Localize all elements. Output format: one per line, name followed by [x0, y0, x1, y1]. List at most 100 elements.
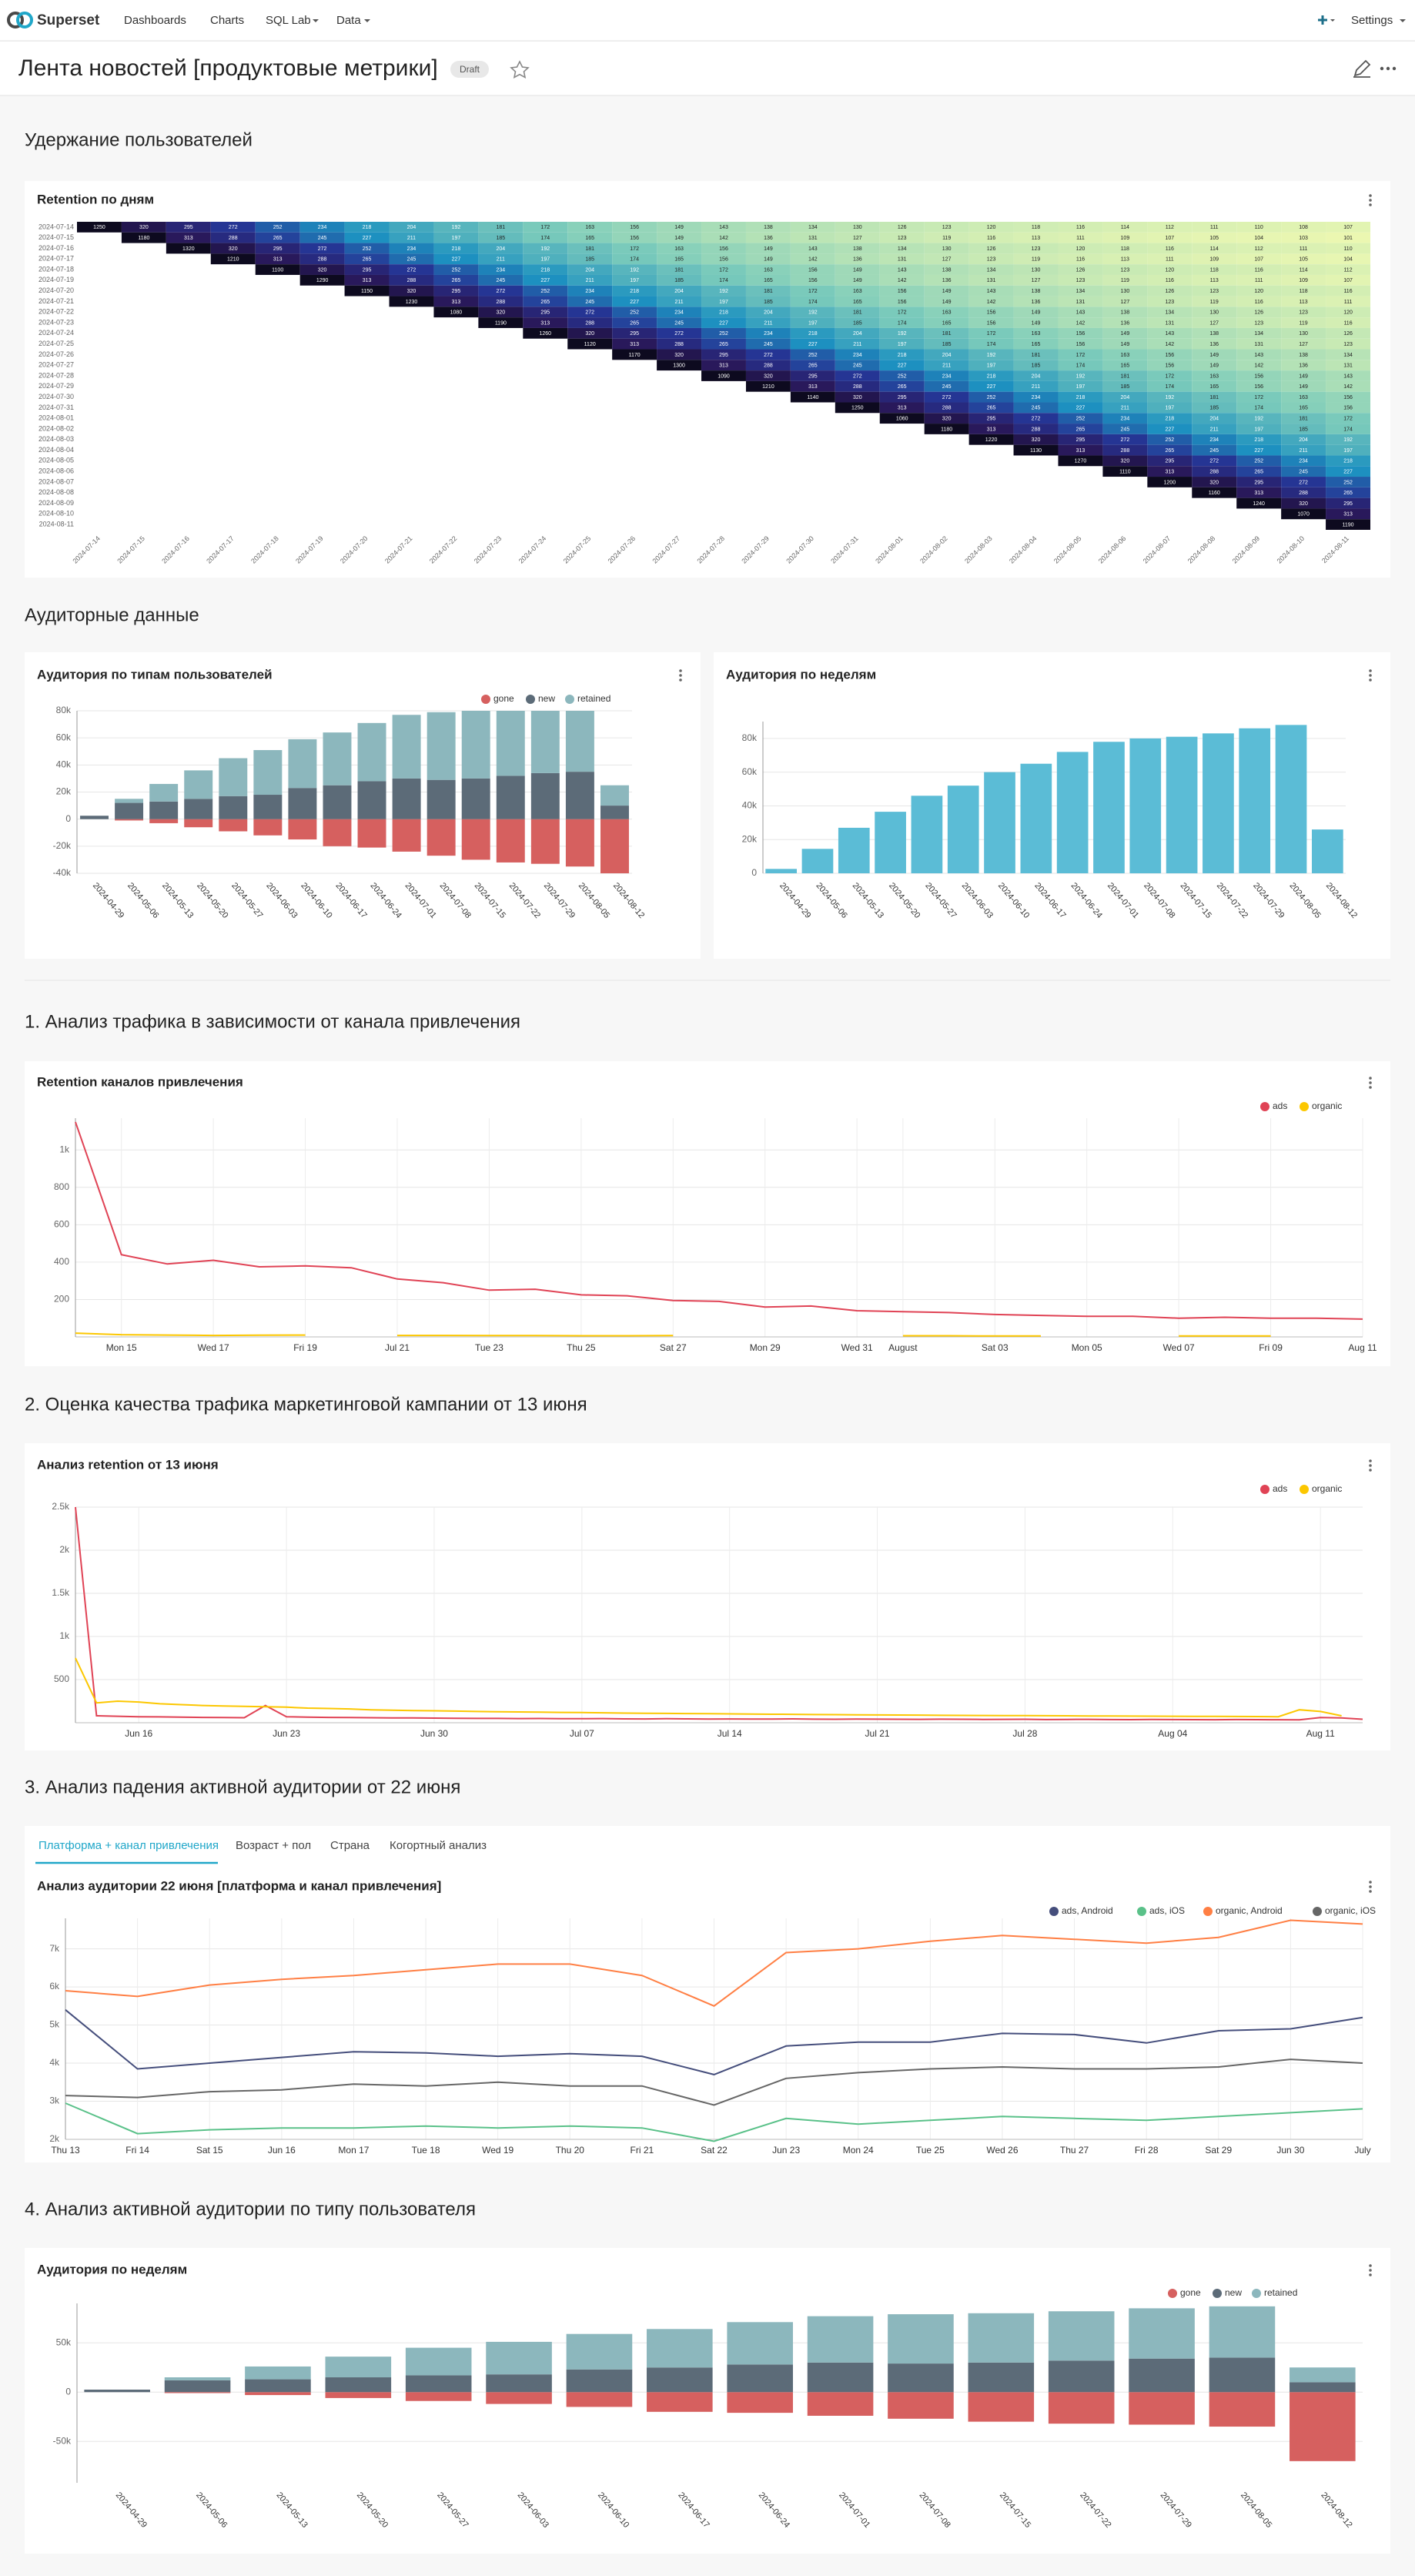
cell-label: 313 [1343, 512, 1353, 518]
heatmap-cell [612, 232, 657, 243]
heatmap-cell [924, 391, 969, 403]
heatmap-cell [1326, 349, 1370, 360]
heatmap-cell [657, 253, 702, 265]
heatmap-cell [879, 349, 925, 360]
heatmap-cell [1102, 413, 1148, 424]
heatmap-cell [745, 264, 791, 275]
heatmap-cell [968, 317, 1014, 328]
menu-dot [1369, 1881, 1372, 1884]
cell-label: 127 [1032, 278, 1041, 283]
draft-badge: Draft [460, 64, 480, 75]
x-tick-label: Wed 17 [198, 1342, 229, 1353]
heatmap-cell [166, 222, 211, 233]
cell-label: 163 [1209, 374, 1219, 379]
settings[interactable]: Settings [1351, 14, 1393, 27]
card-menu[interactable] [679, 669, 682, 682]
cell-label: 320 [585, 331, 594, 337]
card-menu[interactable] [1369, 669, 1372, 682]
more-menu[interactable] [1380, 66, 1397, 71]
cell-label: 1170 [629, 353, 641, 358]
heatmap-cell [612, 296, 657, 307]
tab-active[interactable]: Платформа + канал привлечения [38, 1839, 219, 1852]
heatmap-cell [1147, 338, 1193, 350]
heatmap-cell [1192, 317, 1237, 328]
cell-label: 288 [585, 320, 594, 326]
heatmap-cell [879, 264, 925, 275]
cell-label: 1160 [1209, 491, 1220, 496]
y-tick-label: 6k [49, 1981, 60, 1991]
menu-dot [1369, 2273, 1372, 2276]
card-menu[interactable] [1369, 1459, 1372, 1472]
cell-label: 211 [1121, 406, 1129, 411]
menu-dot [1369, 669, 1372, 672]
cell-label: 265 [1076, 427, 1086, 432]
cell-label: 1270 [1075, 459, 1087, 464]
cell-label: 174 [1343, 427, 1353, 432]
heatmap-cell [1192, 253, 1237, 265]
cell-label: 272 [942, 395, 952, 400]
heatmap-cell [745, 285, 791, 296]
heatmap-cell [701, 243, 746, 254]
heatmap-cell [1236, 274, 1282, 286]
heatmap-cell [924, 264, 969, 275]
bar-segment [727, 2322, 793, 2365]
brand[interactable]: Superset [37, 12, 100, 28]
heatmap-cell [1192, 444, 1237, 456]
card-menu[interactable] [1369, 1881, 1372, 1893]
card-menu[interactable] [1369, 194, 1372, 206]
tab[interactable]: Возраст + пол [236, 1839, 311, 1852]
plus-button[interactable] [1318, 15, 1327, 25]
heatmap-cell [1192, 391, 1237, 403]
heatmap-cell [924, 402, 969, 414]
nav-item[interactable]: Data [336, 14, 361, 27]
heatmap-cell [1013, 327, 1059, 339]
cell-label: 252 [808, 353, 818, 358]
cell-label: 172 [1165, 374, 1174, 379]
cell-label: 272 [1121, 437, 1130, 443]
heatmap-cell [612, 317, 657, 328]
heatmap-cell [166, 243, 211, 254]
heatmap-cell [968, 434, 1014, 445]
y-tick-label: 800 [54, 1181, 69, 1192]
heatmap-cell [1058, 434, 1103, 445]
y-tick-label: 500 [54, 1673, 69, 1684]
cell-label: 181 [1299, 417, 1308, 422]
cell-label: 313 [540, 320, 550, 326]
cell-label: 295 [452, 289, 461, 294]
edit-button[interactable] [1353, 59, 1371, 78]
tab[interactable]: Когортный анализ [390, 1839, 487, 1852]
nav-item[interactable]: SQL Lab [266, 14, 311, 27]
card-menu[interactable] [1369, 2264, 1372, 2276]
cell-label: 288 [1209, 469, 1219, 474]
cell-label: 288 [1299, 491, 1308, 496]
heatmap-cell [1102, 380, 1148, 392]
heatmap-cell [1147, 296, 1193, 307]
bar-segment [566, 2369, 633, 2393]
favorite-star[interactable] [510, 60, 530, 79]
cell-label: 131 [1343, 363, 1353, 369]
row-label: 2024-08-03 [38, 435, 74, 443]
heatmap-cell [1281, 285, 1326, 296]
cell-label: 172 [898, 310, 907, 316]
heatmap-cell [1326, 477, 1370, 487]
card-menu[interactable] [1369, 1077, 1372, 1089]
tab[interactable]: Страна [330, 1839, 370, 1852]
heatmap-cell [1236, 307, 1282, 318]
cell-label: 288 [407, 278, 416, 283]
row-label: 2024-08-08 [38, 488, 74, 496]
row-label: 2024-07-31 [38, 404, 74, 411]
nav-item[interactable]: Charts [210, 14, 244, 27]
cell-label: 134 [1165, 310, 1174, 316]
cell-label: 134 [1076, 289, 1086, 294]
cell-label: 113 [1032, 236, 1040, 241]
bar-segment [427, 779, 456, 819]
cell-label: 1230 [406, 300, 418, 305]
cell-label: 185 [764, 300, 773, 305]
heatmap-cell [1058, 274, 1103, 286]
heatmap-cell [1192, 232, 1237, 243]
bar-segment [288, 739, 317, 789]
heatmap-cell [299, 264, 345, 275]
bar-segment [245, 2392, 311, 2396]
heatmap-cell [1326, 466, 1370, 477]
nav-item[interactable]: Dashboards [124, 14, 186, 27]
